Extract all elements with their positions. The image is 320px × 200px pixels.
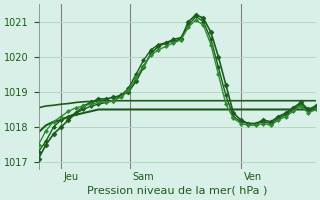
Text: Jeu: Jeu	[63, 172, 79, 182]
X-axis label: Pression niveau de la mer( hPa ): Pression niveau de la mer( hPa )	[87, 186, 268, 196]
Text: Sam: Sam	[133, 172, 155, 182]
Text: Ven: Ven	[244, 172, 262, 182]
